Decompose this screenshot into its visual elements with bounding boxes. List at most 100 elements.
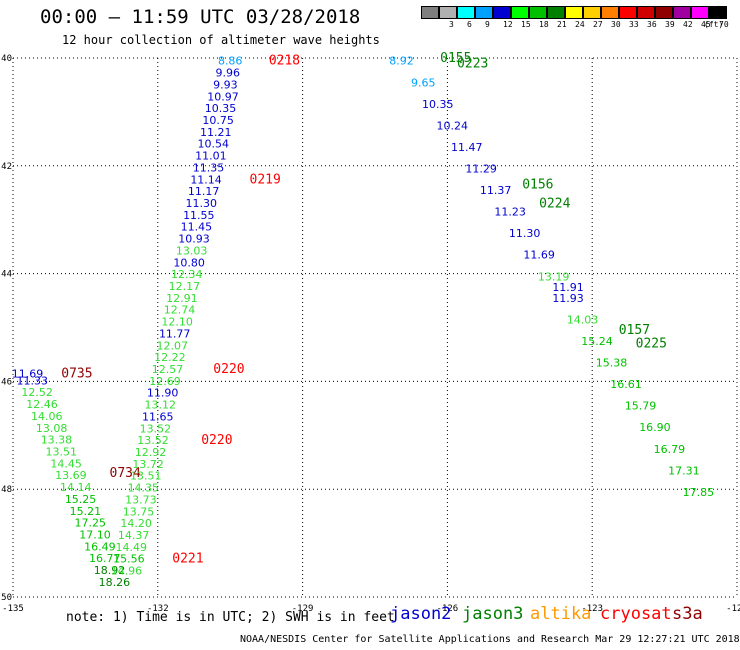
swh-value-label: 10.35 <box>422 98 454 111</box>
color-scale-swatch <box>511 6 529 19</box>
page-subtitle: 12 hour collection of altimeter wave hei… <box>62 33 380 47</box>
swh-value-label: 12.22 <box>154 351 186 364</box>
swh-value-label: 12.52 <box>21 386 53 399</box>
swh-value-label: 12.57 <box>152 363 184 376</box>
swh-value-label: 11.90 <box>147 387 179 400</box>
color-scale-swatch <box>709 6 727 19</box>
swh-value-label: 16.77 <box>89 552 121 565</box>
swh-value-label: 10.93 <box>178 233 210 246</box>
footer-note: note: 1) Time is in UTC; 2) SWH is in fe… <box>66 610 395 625</box>
color-scale-swatch <box>637 6 655 19</box>
swh-value-label: 12.17 <box>169 280 201 293</box>
color-scale-label: 15 <box>521 20 531 29</box>
swh-value-label: 13.08 <box>36 422 68 435</box>
y-tick-label: 44 <box>1 270 12 280</box>
credit-line: NOAA/NESDIS Center for Satellite Applica… <box>240 634 740 645</box>
swh-value-label: 13.51 <box>130 470 162 483</box>
swh-value-label: 18.26 <box>99 576 131 589</box>
swh-value-label: 18.92 <box>94 564 126 577</box>
pass-time-label: 0156 <box>522 178 553 193</box>
swh-value-label: 10.24 <box>436 119 468 132</box>
x-tick-label: -126 <box>437 604 459 614</box>
swh-value-label: 14.37 <box>118 529 150 542</box>
satellite-legend-entry: jason3 <box>462 604 524 624</box>
swh-value-label: 11.37 <box>480 184 512 197</box>
swh-value-label: 11.21 <box>200 126 232 139</box>
swh-value-label: 11.33 <box>17 374 49 387</box>
pass-time-label: 0221 <box>172 552 203 567</box>
swh-value-label: 17.31 <box>668 464 700 477</box>
swh-value-label: 13.73 <box>125 493 157 506</box>
color-scale-label: 27 <box>593 20 603 29</box>
color-scale-swatch <box>565 6 583 19</box>
y-tick-label: 48 <box>1 485 12 495</box>
swh-value-label: 11.35 <box>193 161 225 174</box>
swh-value-label: 15.25 <box>65 493 97 506</box>
swh-value-label: 12.10 <box>161 316 193 329</box>
swh-value-label: 9.96 <box>216 67 241 80</box>
color-scale-label: 9 <box>485 20 490 29</box>
swh-value-label: 11.01 <box>195 150 227 163</box>
swh-value-label: 13.38 <box>41 434 73 447</box>
swh-value-label: 16.49 <box>84 540 116 553</box>
swh-value-label: 16.90 <box>639 421 671 434</box>
swh-value-label: 13.72 <box>132 458 164 471</box>
satellite-legend-entry: jason2 <box>390 604 452 624</box>
satellite-legend-entry: cryosat <box>600 604 672 624</box>
swh-value-label: 9.93 <box>213 78 238 91</box>
satellite-legend-entry: altika <box>530 604 592 624</box>
color-scale-swatch <box>601 6 619 19</box>
swh-value-label: 11.93 <box>552 292 584 305</box>
swh-value-label: 17.85 <box>683 486 715 499</box>
color-scale-label: 39 <box>665 20 675 29</box>
pass-time-label: 0224 <box>539 197 570 212</box>
y-tick-label: 46 <box>1 377 12 387</box>
swh-value-label: 11.29 <box>465 162 497 175</box>
swh-value-label: 15.56 <box>113 553 145 566</box>
pass-time-label: 0218 <box>269 54 300 69</box>
color-scale-swatch <box>691 6 709 19</box>
color-scale-swatch <box>547 6 565 19</box>
color-scale-label: 70 <box>719 20 729 29</box>
color-scale-swatch <box>439 6 457 19</box>
swh-value-label: 14.96 <box>111 565 143 578</box>
swh-value-label: 16.79 <box>654 443 686 456</box>
swh-value-label: 13.69 <box>55 469 87 482</box>
color-scale-label: 45 <box>701 20 711 29</box>
swh-value-label: 12.46 <box>26 398 58 411</box>
swh-value-label: 13.12 <box>144 399 176 412</box>
swh-value-label: 14.49 <box>116 541 148 554</box>
color-scale-label: 12 <box>503 20 513 29</box>
pass-time-label: 0223 <box>457 56 488 71</box>
page-title: 00:00 – 11:59 UTC 03/28/2018 <box>40 6 361 28</box>
pass-time-label: 0225 <box>636 337 667 352</box>
color-scale-label: 6 <box>467 20 472 29</box>
color-scale-label: 3 <box>449 20 454 29</box>
swh-value-label: 13.19 <box>538 270 570 283</box>
swh-value-label: 12.74 <box>164 304 196 317</box>
swh-value-label: 11.69 <box>523 249 555 262</box>
pass-time-label: 0220 <box>201 433 232 448</box>
color-scale-swatch <box>457 6 475 19</box>
pass-time-label: 0220 <box>213 362 244 377</box>
swh-value-label: 17.25 <box>74 517 106 530</box>
swh-value-label: 12.34 <box>171 268 203 281</box>
x-tick-label: -120 <box>726 604 740 614</box>
swh-value-label: 10.97 <box>207 90 239 103</box>
swh-value-label: 8.86 <box>218 55 243 68</box>
swh-value-label: 11.23 <box>494 206 526 219</box>
swh-value-label: 11.30 <box>185 197 217 210</box>
swh-value-label: 14.03 <box>567 313 599 326</box>
color-scale-label: 21 <box>557 20 567 29</box>
swh-value-label: 14.35 <box>128 482 160 495</box>
color-scale-swatch <box>655 6 673 19</box>
x-tick-label: -129 <box>292 604 314 614</box>
x-tick-label: -135 <box>2 604 24 614</box>
y-tick-label: 50 <box>1 593 12 603</box>
y-tick-label: 42 <box>1 162 12 172</box>
swh-value-label: 11.47 <box>451 141 483 154</box>
swh-value-label: 11.55 <box>183 209 215 222</box>
swh-value-label: 11.45 <box>181 221 213 234</box>
color-scale-swatch <box>493 6 511 19</box>
